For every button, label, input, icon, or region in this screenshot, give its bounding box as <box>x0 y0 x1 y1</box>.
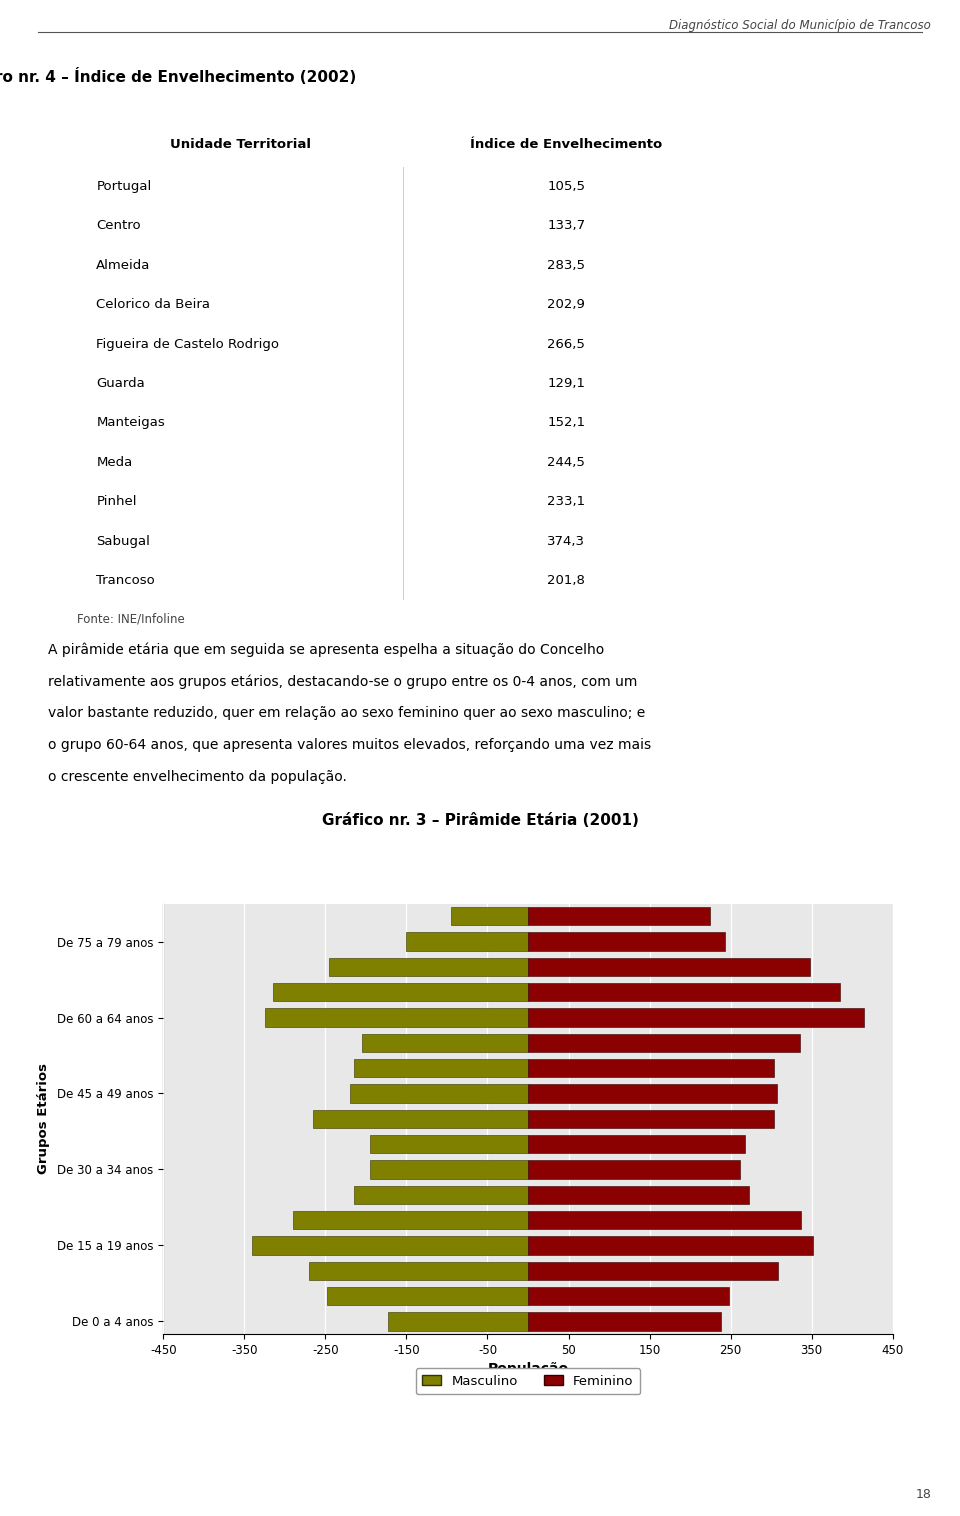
Legend: Masculino, Feminino: Masculino, Feminino <box>416 1367 640 1395</box>
Text: 233,1: 233,1 <box>547 496 586 508</box>
Bar <box>528 1261 778 1280</box>
Text: 283,5: 283,5 <box>547 259 586 271</box>
Bar <box>362 1034 528 1052</box>
Bar <box>528 1160 740 1178</box>
Bar <box>370 1160 528 1178</box>
Text: Figueira de Castelo Rodrigo: Figueira de Castelo Rodrigo <box>96 338 279 350</box>
Bar <box>388 1313 528 1331</box>
Bar <box>528 1135 745 1154</box>
Text: 133,7: 133,7 <box>547 220 586 232</box>
Bar <box>353 1186 528 1204</box>
Text: 266,5: 266,5 <box>547 338 586 350</box>
Bar <box>313 1110 528 1128</box>
Text: Índice de Envelhecimento: Índice de Envelhecimento <box>470 138 662 150</box>
Y-axis label: Grupos Etários: Grupos Etários <box>37 1063 50 1175</box>
Bar <box>370 1135 528 1154</box>
Bar <box>293 1211 528 1229</box>
Text: Unidade Territorial: Unidade Territorial <box>170 138 310 150</box>
Text: 105,5: 105,5 <box>547 180 586 193</box>
Text: A pirâmide etária que em seguida se apresenta espelha a situação do Concelho: A pirâmide etária que em seguida se apre… <box>48 643 604 658</box>
Bar <box>528 1110 774 1128</box>
Bar <box>273 982 528 1001</box>
Text: Portugal: Portugal <box>96 180 152 193</box>
Bar <box>528 1211 802 1229</box>
Bar <box>327 1287 528 1305</box>
Text: relativamente aos grupos etários, destacando-se o grupo entre os 0-4 anos, com u: relativamente aos grupos etários, destac… <box>48 675 637 690</box>
Text: o grupo 60-64 anos, que apresenta valores muitos elevados, reforçando uma vez ma: o grupo 60-64 anos, que apresenta valore… <box>48 738 651 752</box>
Text: o crescente envelhecimento da população.: o crescente envelhecimento da população. <box>48 770 347 784</box>
Bar <box>252 1237 528 1255</box>
Text: Meda: Meda <box>96 456 132 468</box>
Text: Almeida: Almeida <box>96 259 151 271</box>
Text: valor bastante reduzido, quer em relação ao sexo feminino quer ao sexo masculino: valor bastante reduzido, quer em relação… <box>48 706 645 720</box>
Bar <box>528 1034 800 1052</box>
Text: 201,8: 201,8 <box>547 575 586 587</box>
Bar <box>265 1008 528 1026</box>
Bar <box>528 982 840 1001</box>
Text: Guarda: Guarda <box>96 377 145 390</box>
Bar <box>309 1261 528 1280</box>
Text: 374,3: 374,3 <box>547 535 586 547</box>
Bar <box>528 958 810 976</box>
Bar <box>528 907 710 925</box>
Bar <box>528 1186 749 1204</box>
Bar <box>528 1060 774 1078</box>
Text: Centro: Centro <box>96 220 141 232</box>
Text: Trancoso: Trancoso <box>96 575 156 587</box>
Text: Manteigas: Manteigas <box>96 417 165 429</box>
Bar <box>528 1008 864 1026</box>
Bar <box>528 1287 729 1305</box>
Text: Fonte: INE/Infoline: Fonte: INE/Infoline <box>77 612 184 626</box>
Text: Sabugal: Sabugal <box>96 535 151 547</box>
Bar <box>349 1084 528 1102</box>
Text: Diagnóstico Social do Município de Trancoso: Diagnóstico Social do Município de Tranc… <box>669 20 931 32</box>
Text: Quadro nr. 4 – Índice de Envelhecimento (2002): Quadro nr. 4 – Índice de Envelhecimento … <box>0 68 357 85</box>
Bar <box>528 1313 721 1331</box>
Bar <box>528 1084 777 1102</box>
Bar <box>406 932 528 951</box>
Bar <box>329 958 528 976</box>
Text: Celorico da Beira: Celorico da Beira <box>96 299 210 311</box>
Text: 152,1: 152,1 <box>547 417 586 429</box>
Text: 202,9: 202,9 <box>547 299 586 311</box>
Text: 129,1: 129,1 <box>547 377 586 390</box>
Bar <box>528 932 725 951</box>
Text: Pinhel: Pinhel <box>96 496 137 508</box>
Text: 244,5: 244,5 <box>547 456 586 468</box>
X-axis label: População: População <box>488 1363 568 1377</box>
Bar <box>528 1237 813 1255</box>
Bar <box>353 1060 528 1078</box>
Bar <box>451 907 528 925</box>
Text: Gráfico nr. 3 – Pirâmide Etária (2001): Gráfico nr. 3 – Pirâmide Etária (2001) <box>322 813 638 828</box>
Text: 18: 18 <box>915 1487 931 1501</box>
